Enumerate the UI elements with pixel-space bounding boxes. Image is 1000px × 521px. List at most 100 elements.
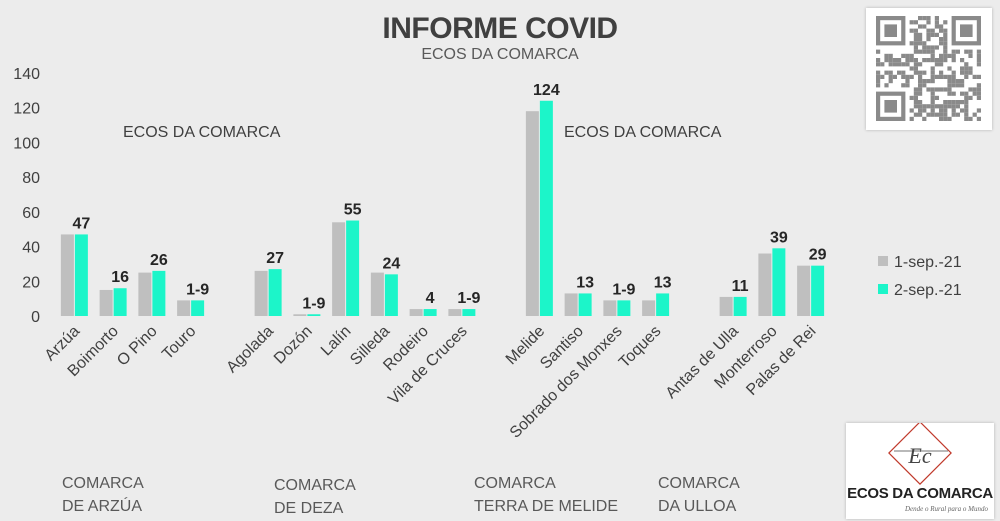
bar-series1 (448, 309, 462, 316)
region-label-line1: COMARCA (62, 475, 144, 492)
qr-module (926, 45, 931, 50)
qr-module (926, 32, 931, 37)
qr-module (930, 45, 935, 50)
qr-module (947, 83, 952, 88)
qr-module (943, 58, 948, 63)
qr-module (930, 112, 935, 117)
qr-module (922, 83, 927, 88)
data-label: 11 (732, 278, 749, 295)
qr-module (968, 87, 973, 92)
bar-series2 (617, 300, 631, 316)
bar-series2 (268, 269, 282, 316)
bar-series2 (307, 314, 321, 316)
qr-module (943, 41, 948, 46)
qr-module (922, 16, 927, 21)
qr-module (918, 49, 923, 54)
qr-module (976, 116, 981, 121)
bar-series1 (797, 265, 811, 316)
data-label: 29 (809, 247, 827, 264)
qr-module (939, 104, 944, 109)
qr-module (972, 87, 977, 92)
qr-module (888, 58, 893, 63)
qr-module (922, 70, 927, 75)
qr-module (913, 41, 918, 46)
data-label: 39 (770, 229, 788, 246)
qr-module (939, 24, 944, 29)
qr-module (968, 95, 973, 100)
qr-module (972, 91, 977, 96)
qr-module (951, 58, 956, 63)
qr-module (951, 70, 956, 75)
qr-module (888, 70, 893, 75)
qr-module (876, 83, 881, 88)
qr-module (913, 37, 918, 42)
qr-module (926, 112, 931, 117)
qr-module (947, 87, 952, 92)
qr-module (884, 83, 889, 88)
qr-module (884, 58, 889, 63)
qr-module (892, 74, 897, 79)
qr-module (943, 28, 948, 33)
bar-series1 (293, 314, 307, 316)
qr-module (918, 79, 923, 84)
qr-module (943, 108, 948, 113)
qr-module (964, 62, 969, 67)
qr-module (918, 108, 923, 113)
qr-module (934, 45, 939, 50)
qr-module (960, 66, 965, 71)
y-tick-label: 0 (31, 309, 40, 326)
qr-module (913, 70, 918, 75)
qr-module (960, 91, 965, 96)
bar-series2 (384, 274, 398, 316)
region-label-melide: COMARCA TERRA DE MELIDE (474, 472, 618, 518)
qr-module (909, 116, 914, 121)
qr-module (934, 112, 939, 117)
qr-module (939, 58, 944, 63)
qr-module (913, 20, 918, 25)
qr-module (960, 70, 965, 75)
qr-module (930, 28, 935, 33)
x-category-label: Agolada (223, 323, 277, 377)
bar-series1 (254, 270, 268, 316)
qr-module (918, 41, 923, 46)
bar-series2 (74, 234, 88, 316)
qr-module (930, 32, 935, 37)
y-tick-label: 20 (22, 274, 40, 291)
qr-module (934, 58, 939, 63)
qr-module (884, 70, 889, 75)
qr-module (909, 58, 914, 63)
qr-module (939, 87, 944, 92)
bar-series1 (525, 111, 539, 316)
data-label: 4 (426, 290, 435, 307)
qr-module (926, 104, 931, 109)
qr-module (934, 95, 939, 100)
qr-module (964, 66, 969, 71)
qr-module (918, 104, 923, 109)
data-label: 26 (150, 252, 168, 269)
qr-module (909, 28, 914, 33)
region-label-deza: COMARCA DE DEZA (274, 474, 356, 520)
qr-module (939, 74, 944, 79)
qr-module (905, 62, 910, 67)
bar-series1 (564, 293, 578, 316)
bar-series1 (642, 300, 656, 316)
qr-module (943, 45, 948, 50)
qr-module (918, 70, 923, 75)
qr-module (943, 37, 948, 42)
qr-module (926, 49, 931, 54)
logo-name: ECOS DA COMARCA (847, 485, 993, 502)
data-label: 24 (382, 255, 400, 272)
logo-tagline: Dende o Rural para o Mundo (904, 505, 988, 513)
qr-module (922, 49, 927, 54)
qr-code-pattern (876, 16, 981, 121)
data-label: 13 (654, 274, 672, 291)
region-label-line1: COMARCA (274, 477, 356, 494)
qr-module (922, 116, 927, 121)
bar-series2 (113, 288, 127, 316)
qr-module (951, 104, 956, 109)
qr-module (976, 87, 981, 92)
qr-finder-inner (884, 100, 897, 113)
bar-series2 (811, 265, 825, 316)
qr-module (943, 104, 948, 109)
qr-module (926, 28, 931, 33)
